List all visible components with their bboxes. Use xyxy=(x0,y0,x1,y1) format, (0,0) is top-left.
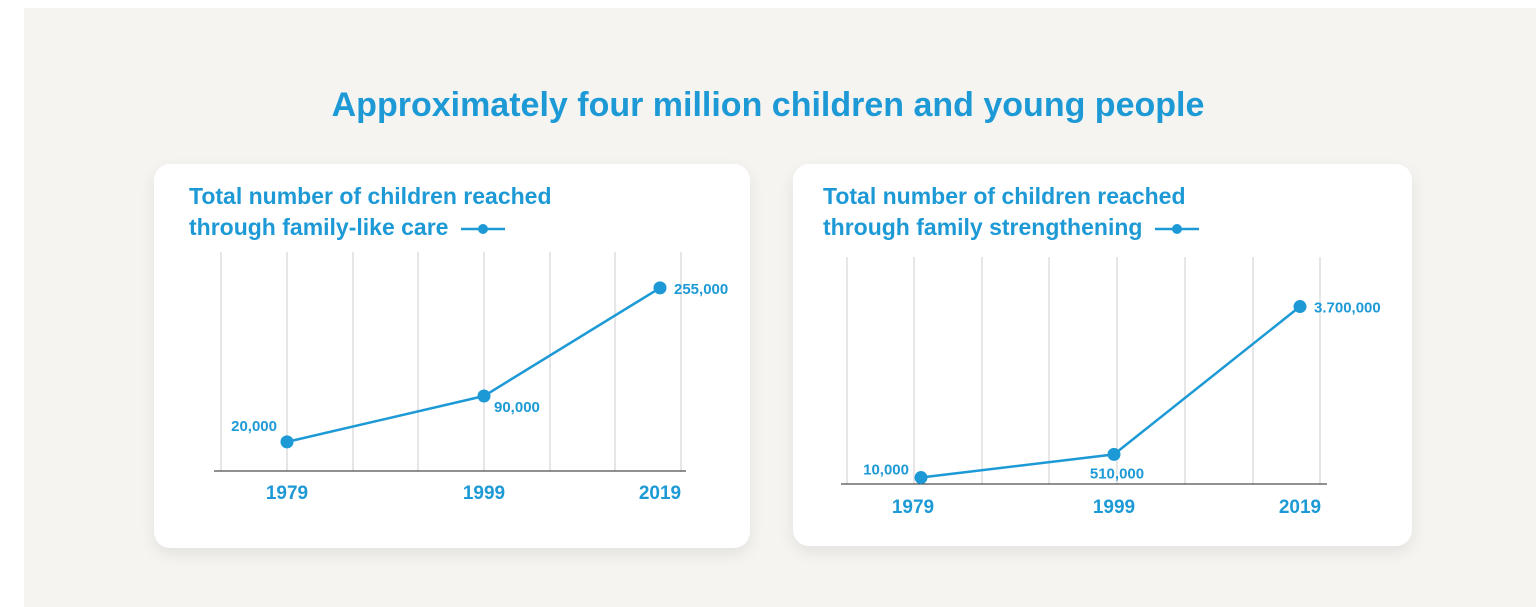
series-line xyxy=(287,288,660,442)
data-point xyxy=(281,435,294,448)
x-tick-label: 1999 xyxy=(1093,497,1135,518)
data-point xyxy=(654,281,667,294)
chart-title: Total number of children reached through… xyxy=(823,181,1199,243)
chart-card-family-strengthening: 1979 1999 2019 10,000 510,000 3.700,000 Total… xyxy=(793,164,1412,546)
data-label: 10,000 xyxy=(863,462,909,479)
x-tick-label: 1979 xyxy=(266,483,308,504)
data-point xyxy=(1108,448,1121,461)
data-label: 20,000 xyxy=(231,418,277,435)
x-tick-label: 1979 xyxy=(892,497,934,518)
page-title: Approximately four million children and … xyxy=(0,86,1536,125)
data-label: 3.700,000 xyxy=(1314,300,1381,317)
chart-card-family-like-care: 1979 1999 2019 20,000 90,000 255,000 Total nu… xyxy=(154,164,750,548)
chart-title-line-1: Total number of children reached xyxy=(189,183,552,209)
chart-title-line-2: through family-like care xyxy=(189,214,448,240)
legend-line-icon xyxy=(461,222,505,236)
data-point xyxy=(478,390,491,403)
data-label: 90,000 xyxy=(494,399,540,416)
data-point xyxy=(1294,300,1307,313)
data-label: 255,000 xyxy=(674,281,728,298)
data-point xyxy=(915,471,928,484)
x-tick-label: 1999 xyxy=(463,483,505,504)
chart-title-line-1: Total number of children reached xyxy=(823,183,1186,209)
x-tick-label: 2019 xyxy=(1279,497,1321,518)
legend-line-icon xyxy=(1155,222,1199,236)
chart-title-line-2: through family strengthening xyxy=(823,214,1142,240)
chart-title: Total number of children reached through… xyxy=(189,181,552,243)
data-label: 510,000 xyxy=(1090,465,1144,482)
x-tick-label: 2019 xyxy=(639,483,681,504)
